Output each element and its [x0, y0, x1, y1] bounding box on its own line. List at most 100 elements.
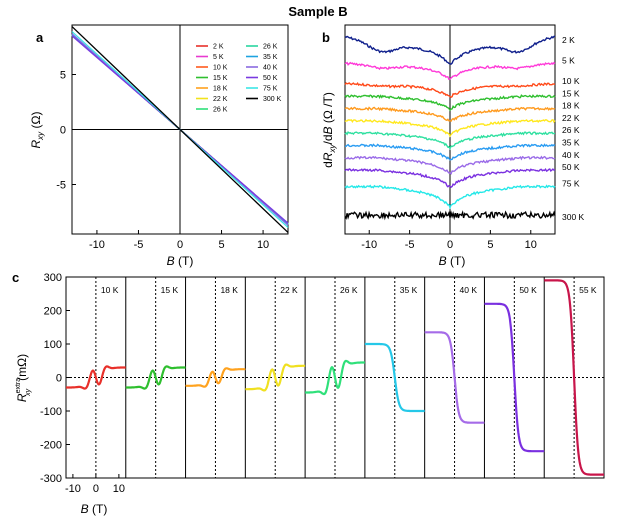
panel-a-series	[71, 26, 289, 233]
panel-b-xtick-label: 0	[447, 239, 453, 251]
panel-b-series-line	[344, 35, 556, 65]
panel-c-xtick-label: 10	[113, 483, 125, 495]
panel-b-xtick-label: 5	[487, 239, 493, 251]
legend-label: 40 K	[263, 65, 278, 72]
panel-c-ytick-label: 0	[56, 373, 62, 385]
panel-b-series-line	[344, 81, 556, 99]
panel-c-subpanel-label: 26 K	[340, 285, 358, 295]
panel-b-curve-label: 10 K	[562, 76, 580, 86]
panel-b-series-line	[344, 94, 556, 112]
panel-c-series-line	[424, 331, 485, 424]
panel-c-ytick-label: -100	[40, 406, 62, 418]
panel-b-xtick-label: -10	[361, 239, 377, 251]
panel-b-xtick-label: 10	[525, 239, 537, 251]
panel-c-subpanel-label: 40 K	[460, 285, 478, 295]
panel-a-axes: -10 -5 0 5 10 -5 0 5	[56, 25, 288, 251]
legend-label: 26 K	[263, 44, 278, 51]
panel-a-series-line	[71, 26, 289, 233]
panel-a-xtick-label: 5	[218, 239, 224, 251]
panel-c-ylabel: Rextra xy(mΩ)	[15, 354, 32, 402]
panel-b-curve-label: 40 K	[562, 150, 580, 160]
panel-a-ylabel: Rxy (Ω)	[29, 112, 45, 149]
legend-label: 35 K	[263, 54, 278, 61]
panel-c-subpanel-label: 35 K	[400, 285, 418, 295]
panel-c-letter: c	[12, 270, 19, 285]
panel-b-curve-label: 26 K	[562, 125, 580, 135]
panel-b-series-line	[345, 143, 556, 161]
panel-b-series-line	[344, 106, 556, 122]
panel-c-xtick-label: -10	[65, 483, 81, 495]
panel-a-xtick-label: 0	[177, 239, 183, 251]
panel-b-curve-label: 18 K	[562, 101, 580, 111]
panel-b-series-line	[344, 184, 556, 210]
panel-b-series-line	[344, 130, 555, 151]
panel-b-series	[344, 35, 556, 221]
panel-b-curve-labels: 2 K 5 K 10 K 15 K 18 K 22 K 26 K 35 K 40 K 50 K 75…	[562, 35, 585, 222]
panel-c-series-line	[125, 365, 186, 390]
panel-c-ytick-label: -200	[40, 440, 62, 452]
panel-b: b -10 -5 0 5 10 2 K 5 K 10 K 15 K 18 K 22 K 26 K 35…	[321, 24, 585, 268]
legend-label: 18 K	[213, 86, 228, 93]
panel-c-series-line	[544, 279, 604, 476]
panel-b-series-line	[344, 210, 556, 221]
panel-b-curve-label: 15 K	[562, 88, 580, 98]
panel-c-subpanel-label: 18 K	[220, 285, 238, 295]
panel-a-letter: a	[36, 30, 44, 45]
panel-c-series-line	[364, 342, 425, 413]
panel-c-subpanel-label: 10 K	[101, 285, 119, 295]
panel-a-xtick-label: -5	[134, 239, 144, 251]
panel-c-ytick-label: 100	[44, 339, 62, 351]
legend-label: 50 K	[263, 75, 278, 82]
panel-c-series-line	[66, 365, 126, 390]
panel-b-letter: b	[322, 30, 330, 45]
legend-label: 75 K	[263, 86, 278, 93]
panel-c-series-line	[245, 363, 306, 392]
legend-label: 300 K	[263, 96, 282, 103]
panel-a-xlabel: B (T)	[167, 254, 194, 268]
panel-c-subpanel-label: 15 K	[161, 285, 179, 295]
panel-b-curve-label: 35 K	[562, 138, 580, 148]
panel-a-legend: 2 K 5 K 10 K 15 K 18 K 22 K 26 K 26 K 35 K 40 K 50…	[196, 44, 282, 114]
panel-b-curve-label: 50 K	[562, 162, 580, 172]
legend-label: 2 K	[213, 44, 224, 51]
panel-c-ytick-label: 200	[44, 306, 62, 318]
panel-c-series-line	[305, 359, 365, 396]
panel-c-xlabel: B (T)	[81, 502, 108, 516]
panel-a: a -10 -5 0 5 10 -5 0 5 2 K 5 K 10 K 15 K 18 K 22 K 26…	[29, 24, 289, 268]
panel-c-ytick-label: -300	[40, 473, 62, 485]
panel-b-ylabel: dRxy/dB (Ω /T)	[321, 92, 337, 168]
panel-b-series-line	[344, 167, 556, 188]
panel-c-series	[66, 279, 604, 476]
panel-a-ytick-label: -5	[56, 180, 66, 192]
panel-c-series-line	[484, 302, 545, 453]
panel-c-xtick-label: 0	[93, 483, 99, 495]
panel-b-curve-label: 75 K	[562, 179, 580, 189]
panel-b-xtick-label: -5	[405, 239, 415, 251]
panel-a-ytick-label: 5	[60, 70, 66, 82]
legend-label: 22 K	[213, 96, 228, 103]
panel-c-series-line	[185, 367, 246, 388]
panel-b-xlabel: B (T)	[439, 254, 466, 268]
panel-c-ytick-label: 300	[44, 272, 62, 284]
panel-b-curve-label: 22 K	[562, 113, 580, 123]
panel-a-ytick-label: 0	[60, 125, 66, 137]
panel-b-curve-label: 2 K	[562, 35, 575, 45]
legend-label: 5 K	[213, 54, 224, 61]
legend-label: 10 K	[213, 65, 228, 72]
panel-b-curve-label: 300 K	[562, 212, 585, 222]
panel-c-subpanel-label: 22 K	[280, 285, 298, 295]
panel-c-subpanel-label: 50 K	[519, 285, 537, 295]
legend-label: 15 K	[213, 75, 228, 82]
panel-b-series-line	[344, 118, 556, 138]
figure-title: Sample B	[288, 4, 347, 19]
panel-a-xtick-label: 10	[257, 239, 269, 251]
panel-c-subpanel-label: 55 K	[579, 285, 597, 295]
panel-b-series-line	[344, 61, 556, 81]
panel-b-curve-label: 5 K	[562, 56, 575, 66]
panel-b-axes: -10 -5 0 5 10	[361, 25, 537, 251]
legend-label: 26 K	[213, 107, 228, 114]
panel-a-xtick-label: -10	[89, 239, 105, 251]
